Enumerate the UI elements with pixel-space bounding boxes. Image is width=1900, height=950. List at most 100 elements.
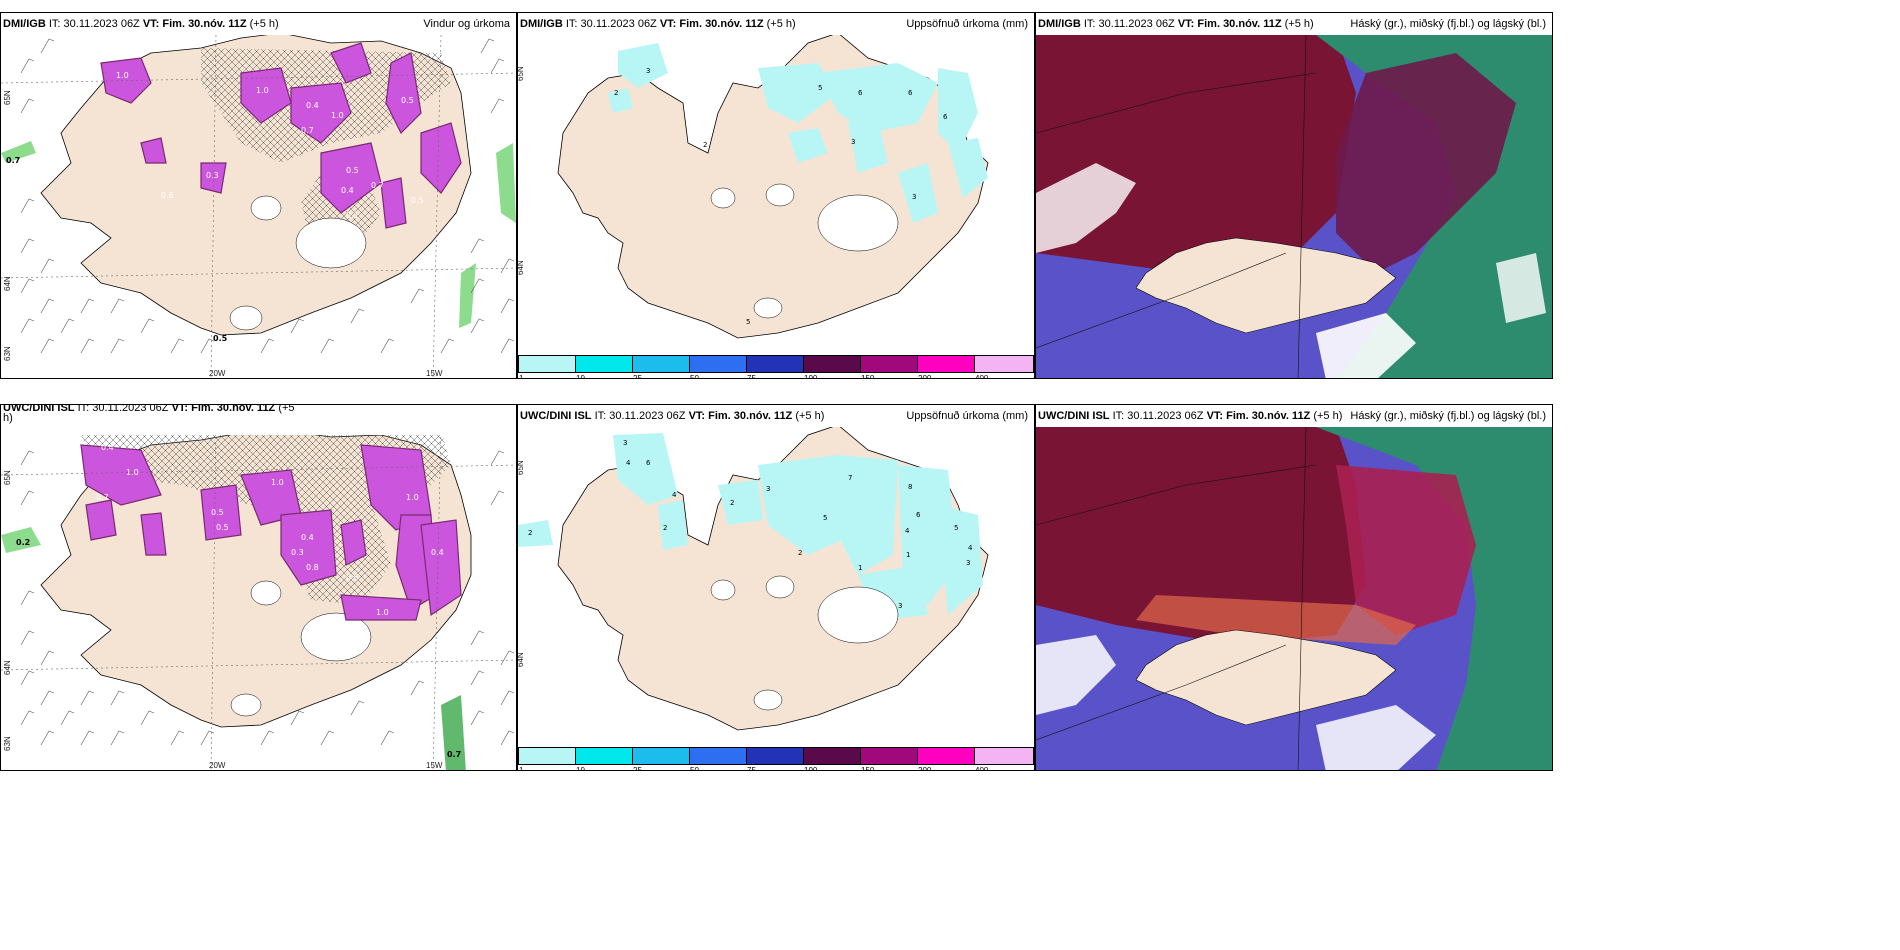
lead-time-wrap: h): [3, 412, 13, 424]
green-precip-band: [441, 695, 466, 770]
model-name: UWC/DINI ISL: [520, 410, 592, 422]
legend-swatch: [575, 747, 633, 765]
green-precip-band: [496, 143, 516, 223]
precip-label: 1.0: [331, 111, 344, 120]
glacier-white: [817, 194, 899, 252]
precip-blobs: [100, 42, 462, 229]
precip-label: 0.7: [447, 750, 461, 759]
panel-clouds-dmi: DMI/IGB IT: 30.11.2023 06Z VT: Fim. 30.n…: [1035, 12, 1553, 379]
vt-label: VT: Fim. 30.nóv. 11Z: [1177, 18, 1282, 30]
it-label: IT:: [565, 18, 578, 30]
lat-label: 63N: [3, 736, 12, 751]
glacier-white: [765, 183, 795, 207]
glacier-white: [710, 579, 736, 601]
legend-tick: 1: [519, 766, 524, 771]
legend-tick: 25: [633, 766, 642, 771]
green-precip-band: [1, 141, 36, 163]
legend-tick: 1: [519, 374, 524, 379]
legend-tick: 400: [975, 374, 989, 379]
lon-label: 20W: [209, 369, 226, 378]
precip-value: 5: [746, 318, 750, 326]
precip-label: 0.4: [306, 101, 319, 110]
precip-label: 0.3: [206, 171, 219, 180]
legend-swatch: [803, 747, 861, 765]
legend-swatch: [803, 355, 861, 373]
lat-label: 64N: [3, 660, 12, 675]
cloud-cover-map: [1036, 34, 1552, 378]
legend-swatch: [632, 355, 690, 373]
it-label: IT:: [1112, 410, 1125, 422]
precip-label: 1.0: [376, 608, 389, 617]
legend-swatch: [917, 747, 975, 765]
precip-value: 5: [818, 84, 822, 92]
precip-label: 0.5: [411, 196, 424, 205]
precip-label: 0.6: [161, 191, 174, 200]
legend-swatch: [518, 747, 576, 765]
it-value: 30.11.2023 06Z: [580, 18, 657, 30]
lead-time: (+5 h): [249, 18, 279, 30]
accum-precip-map: 3 2 5 6 6 6 3 3 2 5: [557, 32, 989, 339]
precip-areas: [608, 43, 988, 223]
it-value: 30.11.2023 06Z: [1127, 410, 1204, 422]
low-cloud-area: [1036, 35, 1356, 273]
precip-value: 2: [614, 89, 618, 97]
model-name: UWC/DINI ISL: [3, 404, 75, 414]
warm-band: [1136, 595, 1416, 645]
precip-value: 3: [851, 138, 855, 146]
precip-values: 3 2 5 6 6 6 3 3 2 5: [614, 67, 948, 326]
glacier-white: [250, 195, 282, 221]
precip-value: 3: [623, 439, 627, 447]
precip-areas: [518, 433, 983, 620]
panel-header: UWC/DINI ISL IT: 30.11.2023 06Z VT: Fim.…: [1, 405, 516, 435]
precip-value: 3: [898, 602, 902, 610]
vt-label: VT: Fim. 30.nóv. 11Z: [659, 18, 764, 30]
glacier-white: [765, 575, 795, 599]
vt-label: VT: Fim. 30.nóv. 11Z: [1206, 410, 1311, 422]
it-value: 30.11.2023 06Z: [92, 404, 169, 414]
precip-label: 0.7: [301, 126, 314, 135]
panel-title: Háský (gr.), miðský (fj.bl.) og lágský (…: [1350, 410, 1546, 422]
precip-values: 3 4 6 4 2 2 3 7 8 6 4 5 2 1 3 4 2 1 5 3: [528, 439, 973, 610]
precip-blobs: [80, 444, 462, 621]
precip-label: 0.4: [101, 443, 114, 452]
precip-label: 0.7: [6, 156, 20, 165]
precip-label: 1.0: [126, 468, 139, 477]
precip-value: 4: [626, 459, 631, 467]
glacier-white: [295, 217, 367, 269]
precip-label: 0.5: [401, 96, 414, 105]
glacier-white: [817, 586, 899, 644]
legend-tick: 50: [690, 766, 699, 771]
precip-label: 1.0: [271, 478, 284, 487]
it-label: IT:: [1083, 18, 1096, 30]
legend-tick: 100: [804, 374, 818, 379]
lat-label: 63N: [3, 346, 12, 361]
lon-label: 20W: [209, 761, 226, 770]
legend-tick: 75: [747, 374, 756, 379]
legend-swatch: [575, 355, 633, 373]
precip-labels: 0.4 1.0 0.7 0.5 0.3 1.0 0.4 1.0 0.8 0.4 …: [16, 443, 461, 759]
legend-swatch: [974, 355, 1034, 373]
precip-value: 5: [954, 524, 958, 532]
precip-value: 3: [766, 485, 770, 493]
grid-lines: [1036, 426, 1317, 770]
lon-label: 15W: [426, 761, 443, 770]
grid-lines: [1, 426, 516, 770]
legend-swatch: [689, 355, 747, 373]
grid-lines: [1, 34, 516, 378]
precip-label: 0.5: [213, 334, 228, 343]
vt-label: VT: Fim. 30.nóv. 11Z: [688, 410, 793, 422]
clear-area: [1036, 163, 1136, 253]
glacier-white: [710, 187, 736, 209]
panel-wind-precip-uwc: UWC/DINI ISL IT: 30.11.2023 06Z VT: Fim.…: [0, 404, 517, 771]
precip-label: 0.7: [96, 493, 109, 502]
precip-label: 1.0: [256, 86, 269, 95]
precip-value: 3: [966, 559, 970, 567]
legend-swatch: [860, 355, 918, 373]
precip-value: 6: [943, 113, 948, 121]
glacier-white: [753, 689, 783, 711]
precip-value: 2: [528, 529, 532, 537]
lat-label: 65N: [517, 460, 525, 475]
legend-tick: 100: [804, 766, 818, 771]
legend-swatch: [974, 747, 1034, 765]
precip-label: 0.4: [301, 533, 314, 542]
